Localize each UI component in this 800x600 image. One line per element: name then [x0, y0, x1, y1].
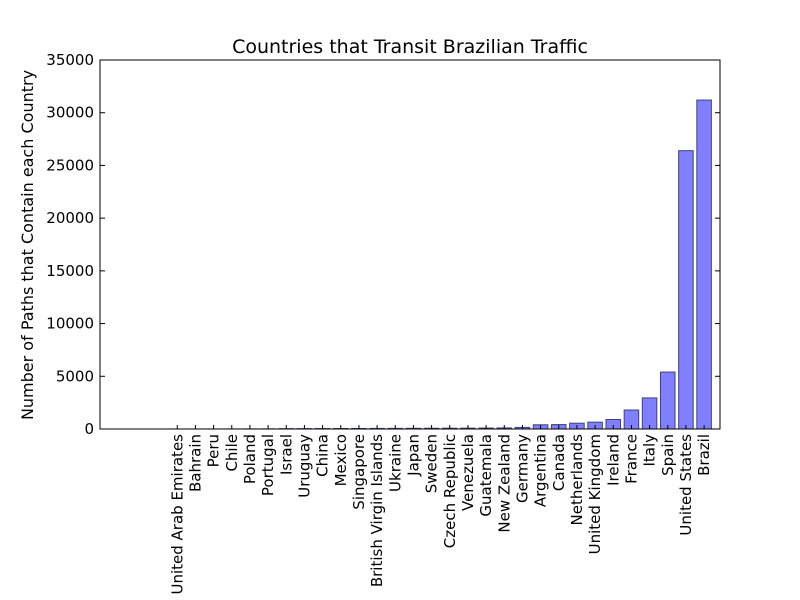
y-tick-label: 5000 — [56, 367, 94, 385]
x-tick-label: Argentina — [532, 434, 550, 507]
x-tick-label: Chile — [223, 434, 241, 472]
x-tick-label: Mexico — [332, 434, 350, 486]
x-tick-label: United Arab Emirates — [168, 434, 186, 595]
x-tick-label: United States — [677, 434, 695, 536]
x-tick-label: Singapore — [350, 434, 368, 510]
x-tick-label: Portugal — [259, 434, 277, 496]
bars-group — [169, 99, 712, 430]
x-tick-label: Netherlands — [568, 434, 586, 526]
x-tick-label: Czech Republic — [441, 434, 459, 548]
x-tick-label: Japan — [404, 434, 422, 477]
x-tick-label: Canada — [550, 434, 568, 491]
x-tick-label: Germany — [513, 434, 531, 503]
x-tick-label: Poland — [241, 434, 259, 484]
x-tick-label: Venezuela — [459, 434, 477, 511]
x-tick-label: Brazil — [695, 434, 713, 476]
x-tick-label: British Virgin Islands — [368, 434, 386, 587]
y-tick-label: 15000 — [46, 262, 94, 280]
x-tick-label: France — [622, 434, 640, 484]
bar-brazil — [696, 99, 712, 430]
y-tick-label: 0 — [84, 420, 94, 438]
x-tick-label: Italy — [641, 434, 659, 467]
x-tick-label: Peru — [205, 434, 223, 467]
y-tick-label: 10000 — [46, 315, 94, 333]
x-tick-label: Sweden — [423, 434, 441, 493]
bar-spain — [660, 371, 676, 430]
x-tick-label: Bahrain — [186, 434, 204, 492]
x-tick-label: Ireland — [604, 434, 622, 486]
bar-italy — [641, 397, 658, 430]
x-tick-label: New Zealand — [495, 434, 513, 533]
y-tick-label: 20000 — [46, 209, 94, 227]
bar-united-states — [678, 150, 694, 430]
x-tick-label: Ukraine — [386, 434, 404, 492]
x-tick-label: Guatemala — [477, 434, 495, 517]
x-axis-ticks: United Arab Emirates Bahrain Peru Chile Pola… — [168, 425, 713, 595]
x-tick-label: China — [314, 434, 332, 477]
y-tick-label: 30000 — [46, 104, 94, 122]
y-tick-label: 35000 — [46, 51, 94, 69]
x-tick-label: United Kingdom — [586, 434, 604, 554]
chart-title: Countries that Transit Brazilian Traffic — [232, 36, 588, 58]
y-axis-ticks: 0 5000 10000 15000 20000 25000 30000 35000 — [46, 51, 720, 438]
y-tick-label: 25000 — [46, 156, 94, 174]
x-tick-label: Israel — [277, 434, 295, 475]
y-axis-label: Number of Paths that Contain each Countr… — [18, 70, 37, 420]
plot-frame — [99, 59, 721, 430]
x-tick-label: Spain — [659, 434, 677, 476]
x-tick-label: Uruguay — [295, 434, 313, 498]
